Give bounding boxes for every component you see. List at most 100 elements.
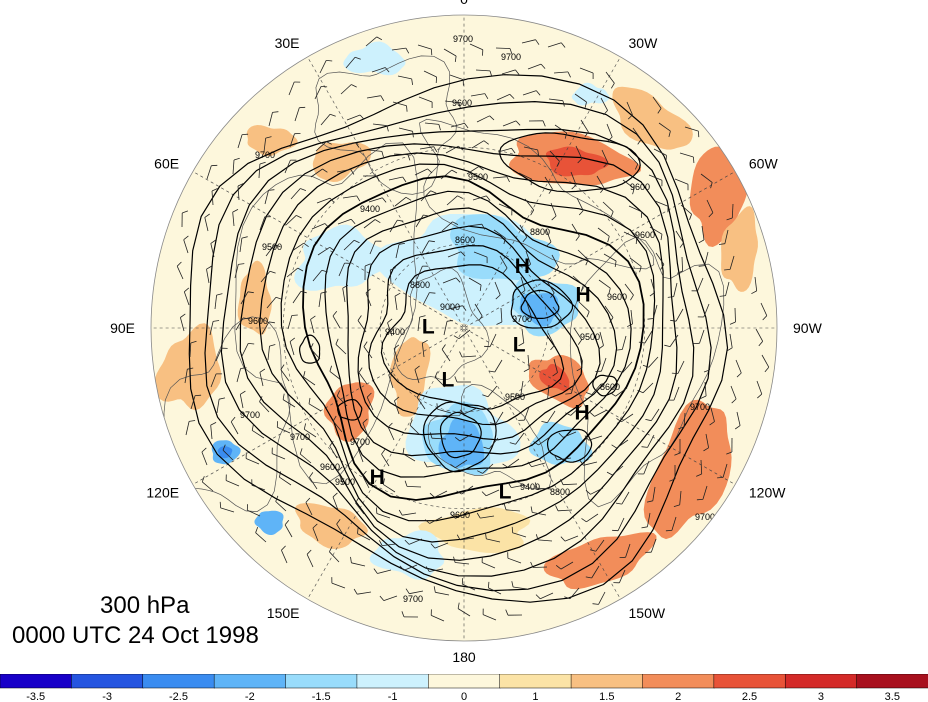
height-contour [499, 132, 641, 193]
wind-barb [183, 287, 190, 306]
contour-label: 9700 [453, 34, 473, 44]
wind-barb [402, 447, 416, 462]
wind-barb [382, 478, 396, 493]
wind-barb [364, 263, 371, 281]
wind-barb [589, 539, 605, 552]
wind-barb [632, 127, 642, 145]
wind-barb [717, 463, 728, 479]
wind-barb [176, 261, 184, 280]
wind-barb [611, 439, 629, 449]
wind-barb [232, 209, 239, 227]
colorbar-tick-label: -1.5 [312, 691, 331, 702]
wind-barb [652, 96, 662, 114]
wind-barb [454, 433, 473, 442]
wind-barb [392, 101, 408, 112]
wind-barb [518, 406, 530, 421]
closed-contour [547, 428, 593, 463]
wind-barb [496, 307, 503, 325]
wind-barb [485, 532, 501, 543]
contour-label: 9600 [320, 462, 340, 472]
wind-barb [350, 556, 366, 567]
wind-barb [698, 251, 709, 267]
level-title: 300 hPa [100, 592, 190, 619]
wind-barb [414, 168, 433, 176]
wind-barb [357, 444, 364, 463]
wind-barb [306, 549, 314, 568]
anomaly-patch [546, 146, 609, 177]
colorbar-swatch [713, 674, 786, 689]
longitude-labels: 0 30W 60W 90W 120W 150W 180 150E 120E 90E 60E 30E [110, 0, 822, 665]
wind-barb [697, 303, 710, 318]
wind-barb [628, 205, 643, 218]
wind-barb [373, 568, 392, 574]
wind-barb [311, 223, 330, 230]
wind-barb [342, 284, 349, 303]
wind-barb [405, 588, 424, 595]
wind-barb [282, 393, 296, 408]
wind-barb [398, 127, 414, 138]
wind-barb [691, 277, 704, 292]
wind-barb [259, 368, 266, 387]
wind-barb [637, 382, 654, 394]
wind-barb [598, 279, 611, 295]
wind-barb [552, 358, 558, 377]
wind-barb [394, 396, 400, 415]
wind-barb [336, 169, 355, 175]
wind-barb [275, 495, 287, 512]
wind-barb [615, 491, 630, 505]
wind-barb [279, 471, 292, 486]
high-pressure-marker: H [576, 284, 591, 307]
wind-barb [575, 145, 583, 164]
wind-barb [541, 384, 550, 401]
wind-barb [290, 188, 307, 200]
colorbar-swatch [71, 674, 144, 689]
wind-barb [696, 485, 708, 501]
wind-barb [363, 341, 373, 359]
wind-barb [597, 227, 610, 243]
wind-barb [239, 390, 246, 409]
wind-barb [391, 47, 410, 54]
anomaly-patch [721, 206, 758, 292]
colorbar-tick-label: 3.5 [885, 691, 900, 702]
wind-barb [519, 224, 528, 243]
high-pressure-marker: H [370, 466, 385, 489]
colorbar-swatch [285, 674, 358, 689]
wind-barb [679, 152, 695, 164]
wind-barb [415, 214, 430, 228]
wind-barb [574, 93, 587, 108]
longitude-label: 0 [460, 0, 468, 7]
contour-label: 9600 [452, 98, 472, 108]
wind-barb [404, 538, 423, 545]
longitude-label: 120W [749, 485, 786, 501]
wind-barb [627, 153, 639, 170]
height-contour [280, 163, 656, 522]
wind-barb [585, 487, 604, 495]
wind-barb [483, 437, 499, 450]
low-pressure-marker: L [513, 333, 526, 356]
contour-label: 8800 [530, 227, 550, 237]
wind-barb [414, 365, 420, 384]
wind-barb [210, 239, 217, 258]
wind-barb [503, 503, 521, 512]
wind-barb [263, 136, 272, 153]
wind-barb [368, 197, 387, 203]
wind-barb [616, 335, 627, 351]
wind-barb [624, 283, 634, 301]
wind-barb [303, 423, 317, 438]
wind-barb [571, 223, 580, 241]
wind-barb [421, 240, 435, 254]
wind-barb [329, 365, 342, 381]
wind-barb [726, 203, 734, 221]
longitude-label: 180 [452, 649, 476, 665]
wind-barb [289, 337, 296, 356]
colorbar-tick-label: -1 [388, 691, 398, 702]
wind-barb [303, 371, 316, 386]
wind-barb [592, 591, 606, 605]
wind-barb [523, 146, 540, 156]
contour-label: 9500 [262, 242, 282, 252]
wind-barb [271, 447, 286, 460]
wind-barb [493, 229, 506, 245]
wind-barb [329, 441, 338, 459]
low-pressure-marker: L [499, 480, 512, 503]
wind-barb [230, 416, 239, 435]
